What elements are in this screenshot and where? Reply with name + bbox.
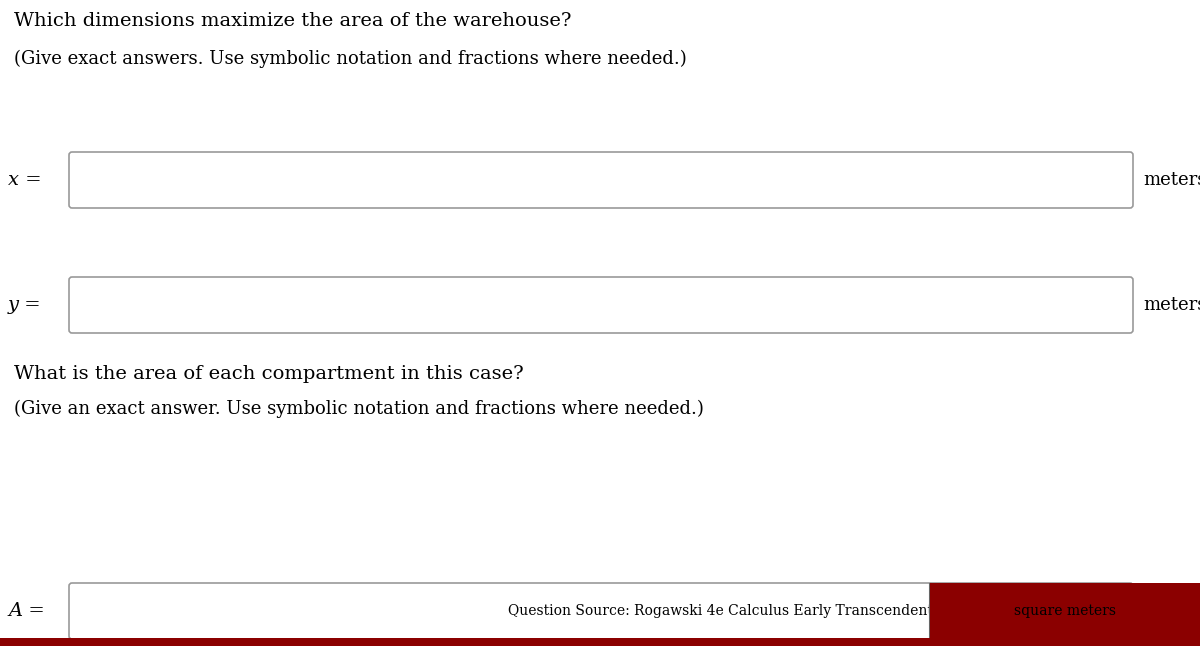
FancyBboxPatch shape — [70, 152, 1133, 208]
FancyBboxPatch shape — [70, 583, 1133, 639]
Text: y =: y = — [8, 296, 42, 314]
Bar — [930, 583, 1200, 646]
Text: meters: meters — [1142, 171, 1200, 189]
Text: Question Source: Rogawski 4e Calculus Early Transcendentals: Question Source: Rogawski 4e Calculus Ea… — [508, 604, 953, 618]
Text: meters: meters — [1142, 296, 1200, 314]
Text: Which dimensions maximize the area of the warehouse?: Which dimensions maximize the area of th… — [14, 12, 571, 30]
Text: x =: x = — [8, 171, 42, 189]
Text: A =: A = — [8, 602, 44, 620]
Text: What is the area of each compartment in this case?: What is the area of each compartment in … — [14, 365, 523, 383]
Text: square meters: square meters — [1014, 604, 1116, 618]
FancyBboxPatch shape — [70, 277, 1133, 333]
Text: (Give an exact answer. Use symbolic notation and fractions where needed.): (Give an exact answer. Use symbolic nota… — [14, 400, 704, 418]
Bar — [0, 638, 1200, 646]
Text: (Give exact answers. Use symbolic notation and fractions where needed.): (Give exact answers. Use symbolic notati… — [14, 50, 686, 68]
